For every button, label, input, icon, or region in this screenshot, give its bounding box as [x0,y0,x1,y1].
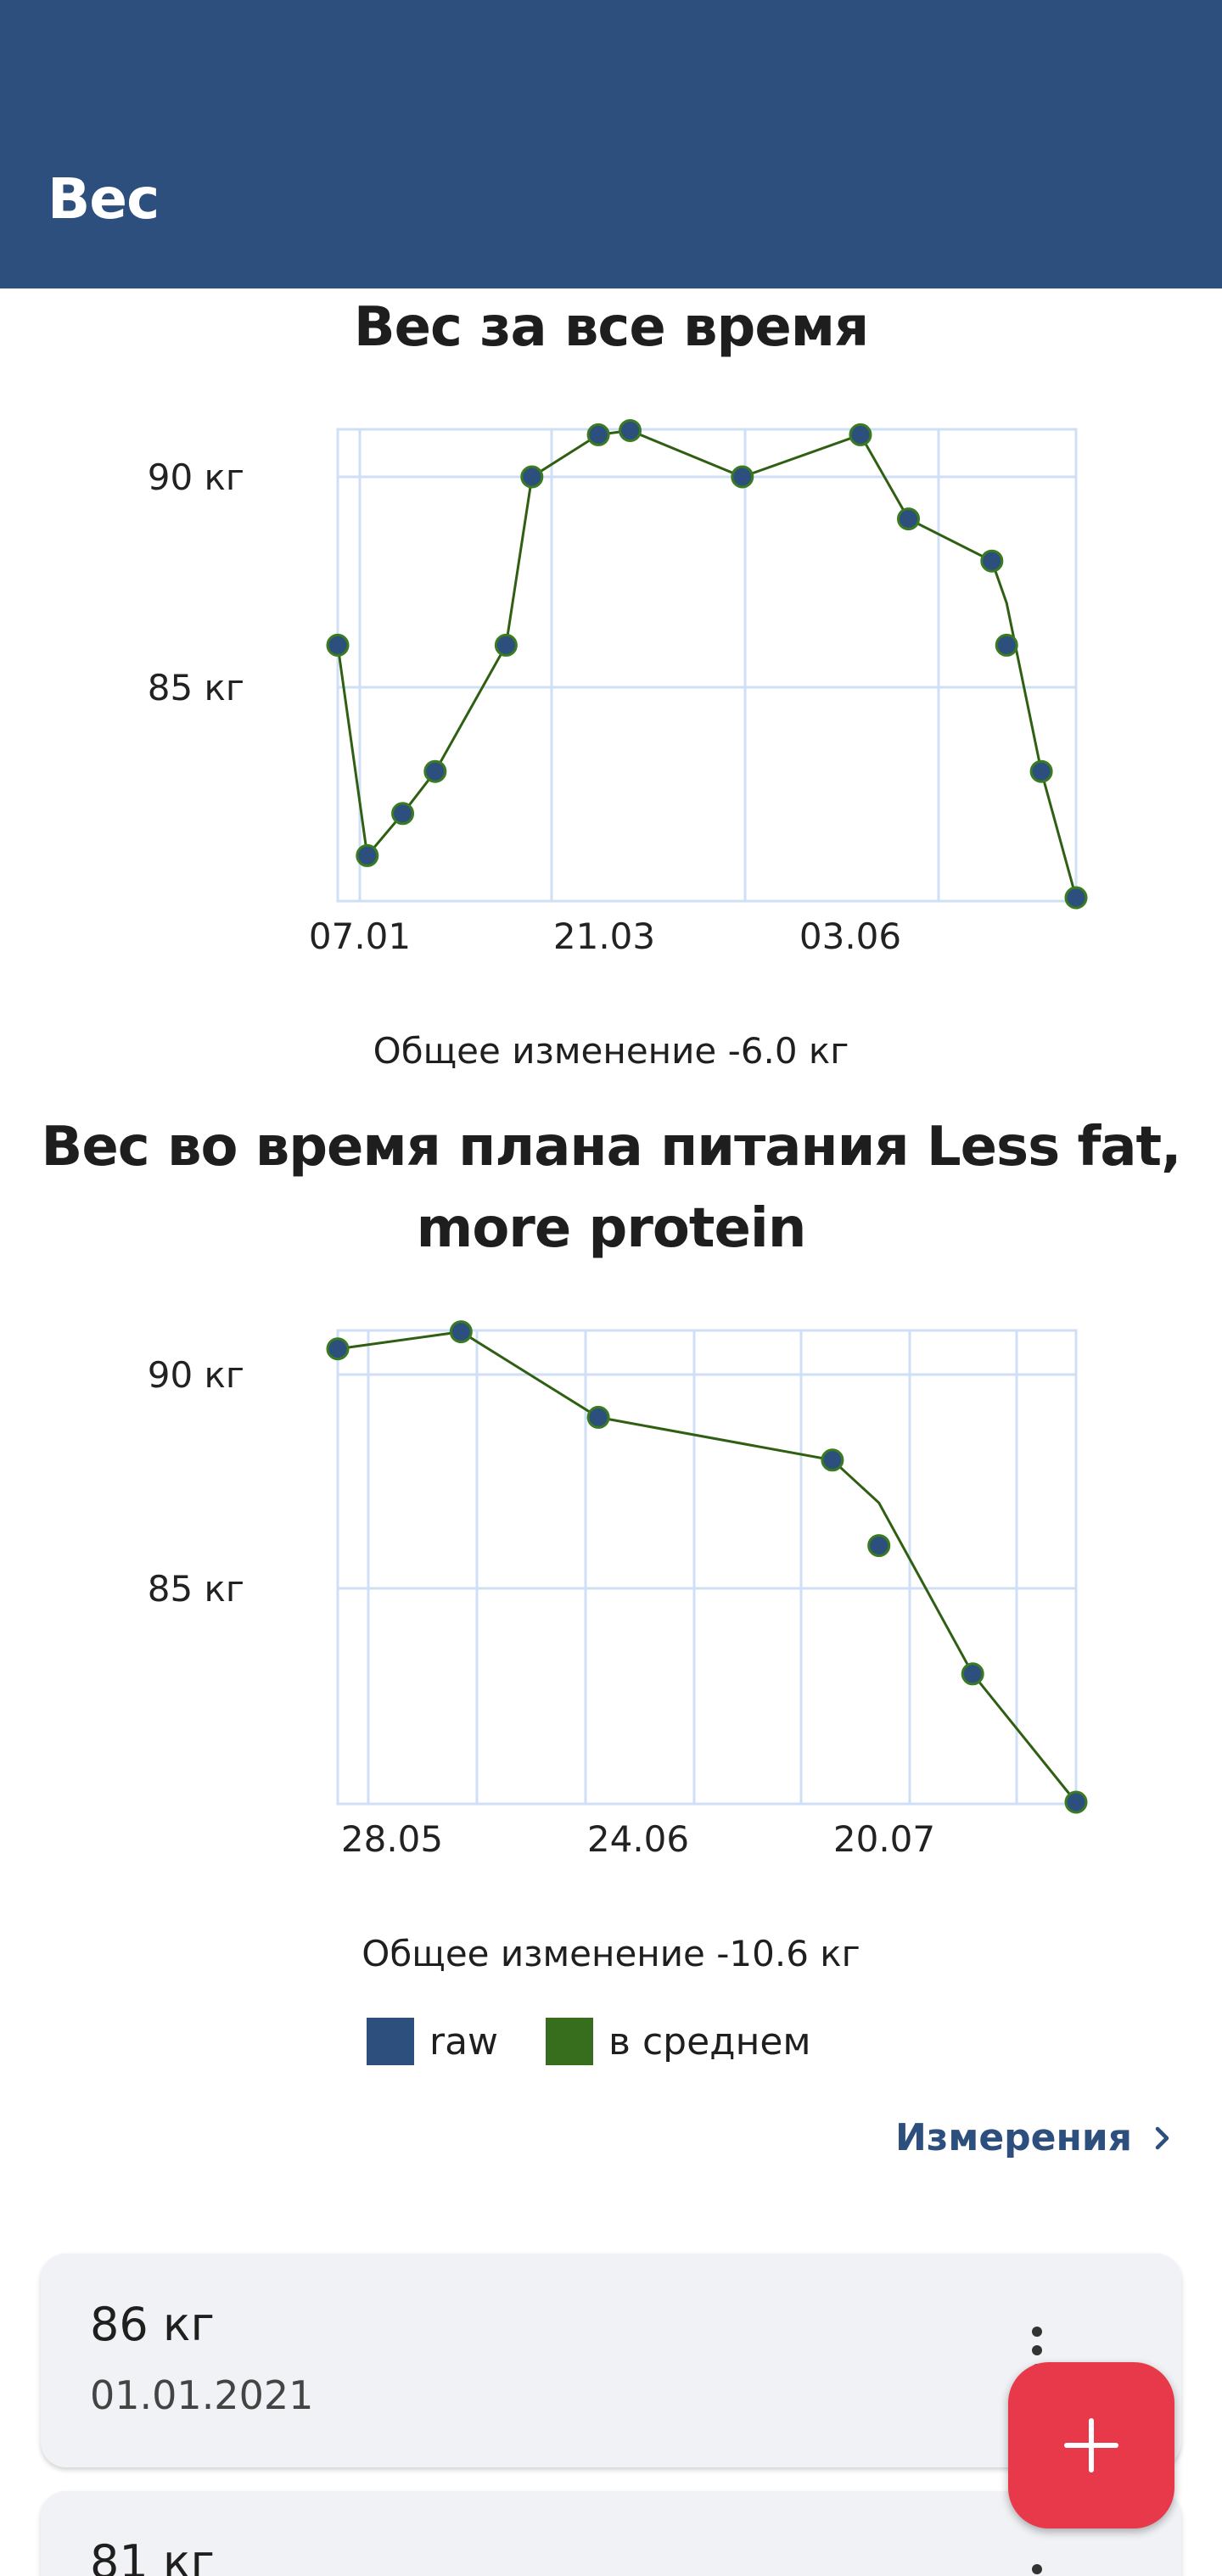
data-point-raw[interactable] [356,843,379,867]
data-point-raw[interactable] [520,465,544,489]
data-point-raw[interactable] [1029,759,1053,783]
data-point-raw[interactable] [586,1405,610,1429]
plot-frame [336,1329,1078,1806]
legend-label-average: в среднем [608,2019,811,2064]
data-point-raw[interactable] [980,549,1004,573]
x-tick-label: 20.07 [833,1818,935,1860]
data-point-raw[interactable] [326,1337,350,1361]
data-point-raw[interactable] [897,507,921,531]
more-options-icon[interactable] [1029,2564,1045,2576]
data-point-raw[interactable] [961,1662,984,1686]
measurements-link[interactable]: Измерения [895,2116,1174,2159]
plus-icon [1064,2418,1118,2472]
legend-item-average[interactable]: в среднем [546,2018,811,2065]
app-bar: Вес [0,0,1222,288]
measurement-card[interactable]: 81 кг [41,2491,1181,2576]
y-tick-label: 85 кг [148,667,244,708]
data-point-raw[interactable] [449,1320,473,1344]
chart-title-all-time: Вес за все время [353,296,869,359]
data-point-raw[interactable] [1064,1790,1088,1814]
series-line-average [337,1330,1078,1803]
x-tick-label: 28.05 [341,1818,443,1860]
plot-frame [336,428,1078,903]
legend-item-raw[interactable]: raw [367,2018,498,2065]
x-tick-label: 24.06 [587,1818,689,1860]
total-change-all-time: Общее изменение -6.0 кг [373,1030,849,1072]
chart-title-plan: Вес во время плана питания Less fat, mor… [41,1116,1182,1260]
data-point-raw[interactable] [326,633,350,657]
data-point-raw[interactable] [423,759,447,783]
add-measurement-button[interactable] [1008,2362,1174,2528]
y-tick-label: 85 кг [148,1568,244,1610]
measurement-weight: 81 кг [90,2535,215,2576]
x-tick-label: 03.06 [799,916,901,957]
data-point-raw[interactable] [391,802,415,826]
measurement-date: 01.01.2021 [90,2372,314,2418]
x-tick-label: 21.03 [553,916,655,957]
data-point-raw[interactable] [586,423,610,446]
chart-legend: raw в среднем [367,2018,859,2065]
measurement-weight: 86 кг [90,2298,215,2351]
y-tick-label: 90 кг [148,1354,244,1396]
data-point-raw[interactable] [821,1448,844,1472]
measurement-card[interactable]: 86 кг 01.01.2021 [41,2254,1181,2467]
data-point-raw[interactable] [619,418,642,442]
measurements-link-label: Измерения [894,2116,1132,2159]
legend-swatch-raw [367,2018,414,2065]
x-tick-label: 07.01 [309,916,411,957]
chevron-right-icon [1155,2126,1169,2149]
total-change-plan: Общее изменение -10.6 кг [362,1933,860,1974]
data-point-raw[interactable] [494,633,518,657]
page-title: Вес [48,166,160,232]
data-point-raw[interactable] [995,633,1018,657]
legend-label-raw: raw [429,2019,499,2064]
data-point-raw[interactable] [867,1534,891,1558]
y-tick-label: 90 кг [148,456,244,498]
data-point-raw[interactable] [1064,886,1088,910]
data-point-raw[interactable] [731,465,754,489]
data-point-raw[interactable] [849,423,872,446]
legend-swatch-average [546,2018,594,2065]
